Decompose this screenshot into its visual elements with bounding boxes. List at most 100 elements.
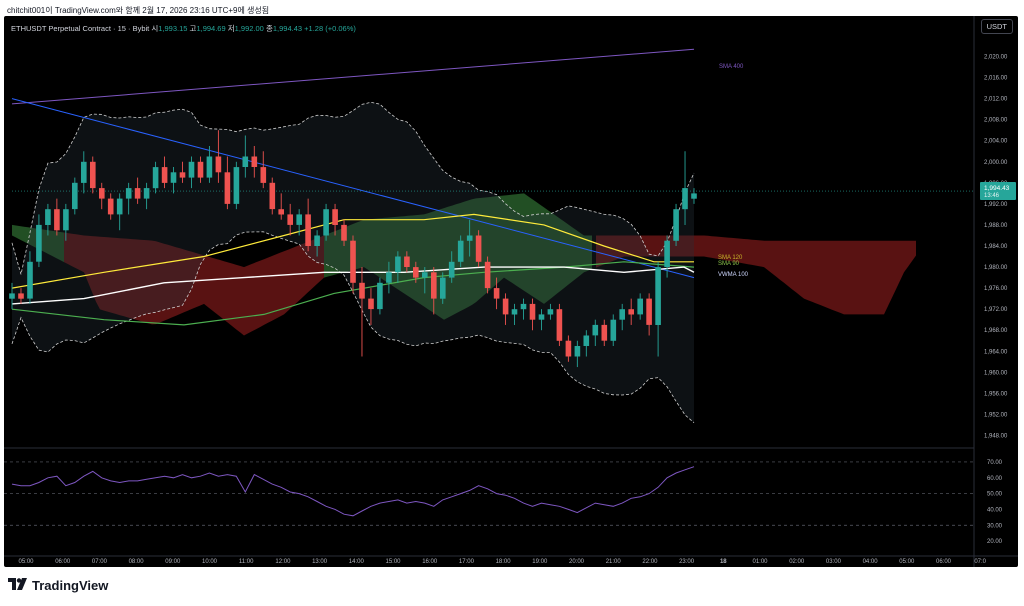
candle-body — [206, 156, 213, 178]
candle-body — [341, 224, 347, 241]
candle-body — [305, 214, 311, 246]
price-tick-label: 1,980.00 — [984, 265, 1008, 271]
vwma100-label: VWMA 100 — [718, 272, 749, 278]
price-tick-label: 1,960.00 — [984, 370, 1008, 376]
candle-body — [628, 309, 634, 315]
candle-body — [404, 256, 410, 267]
time-tick-label: 04:00 — [863, 559, 879, 565]
candle-body — [9, 293, 15, 299]
time-tick-label: 22:00 — [642, 559, 658, 565]
candle-body — [493, 288, 500, 299]
candle-body — [619, 309, 625, 320]
symbol-title[interactable]: ETHUSDT Perpetual Contract · 15 · Bybit — [11, 24, 150, 33]
sma400-label: SMA 400 — [719, 64, 744, 70]
time-tick-label: 07:00 — [92, 559, 108, 565]
candle-body — [466, 235, 473, 241]
candle-body — [296, 214, 302, 225]
chart-canvas[interactable]: 2,020.00 2,016.00 2,012.00 2,008.00 2,004.00… — [4, 16, 1018, 567]
time-tick-label: 08:00 — [129, 559, 145, 565]
chart-frame[interactable]: 2,020.00 2,016.00 2,012.00 2,008.00 2,004.00… — [4, 16, 1018, 567]
candle-body — [54, 209, 60, 231]
bollinger-upper — [11, 101, 695, 275]
price-tick-label: 1,964.00 — [984, 349, 1008, 355]
candle-body — [556, 309, 563, 341]
candle-body — [655, 267, 661, 325]
candle-body — [413, 267, 419, 278]
price-tick-label: 2,016.00 — [984, 76, 1008, 82]
candle-body — [143, 188, 150, 199]
candle-body — [287, 214, 293, 225]
time-tick-label: 20:00 — [569, 559, 585, 565]
candle-body — [45, 209, 51, 225]
candle-body — [565, 340, 572, 357]
ichimoku-cloud-red-right — [596, 235, 916, 315]
close-value: 1,994.43 — [272, 24, 303, 33]
candle-body — [233, 167, 240, 204]
candle-body — [27, 261, 33, 299]
price-tick-label: 1,956.00 — [984, 391, 1008, 397]
currency-button[interactable]: USDT — [980, 19, 1013, 34]
candle-body — [637, 298, 643, 315]
current-price-value: 1,994.43 — [984, 185, 1010, 192]
candle-body — [36, 224, 42, 262]
candle-body — [422, 272, 428, 278]
time-tick-label: 05:00 — [899, 559, 915, 565]
time-tick-label: 16:00 — [422, 559, 438, 565]
ichimoku-cloud-red-left — [64, 232, 324, 336]
sma120-line — [11, 213, 694, 289]
time-tick-label: 05:00 — [18, 559, 34, 565]
candle-body — [691, 193, 697, 199]
candle-body — [386, 272, 392, 283]
tradingview-logo-icon — [8, 577, 28, 593]
candle-body — [520, 303, 527, 310]
high-value: 1,994.69 — [196, 24, 226, 33]
time-tick-label: 15:00 — [385, 559, 401, 565]
candle-body — [63, 209, 69, 231]
candle-body — [215, 156, 222, 173]
candle-body — [18, 293, 24, 299]
rsi-tick-label: 70.00 — [987, 460, 1003, 466]
candle-body — [664, 240, 670, 267]
time-tick-label: 12:00 — [275, 559, 291, 565]
vwma100-line — [11, 266, 695, 305]
candle-body — [673, 209, 679, 241]
candle-body — [646, 298, 652, 325]
price-tick-label: 1,952.00 — [984, 412, 1008, 418]
candle-body — [448, 261, 455, 278]
candle-body — [134, 188, 141, 199]
time-tick-label: 11:00 — [239, 559, 254, 565]
candle-body — [251, 156, 258, 167]
candle-body — [188, 161, 195, 178]
candle-body — [72, 182, 78, 210]
time-tick-label: 03:00 — [826, 559, 842, 565]
candle-body — [440, 277, 446, 299]
symbol-legend[interactable]: ETHUSDT Perpetual Contract · 15 · Bybit … — [11, 23, 356, 34]
time-tick-label: 23:00 — [679, 559, 695, 565]
candle-body — [484, 261, 491, 289]
open-value: 1,993.15 — [158, 24, 188, 33]
sma120-label: SMA 120 — [718, 255, 743, 261]
sma400-line — [11, 48, 695, 105]
open-label: 시 — [151, 24, 159, 33]
candle-body — [170, 172, 177, 183]
tradingview-logo[interactable]: TradingView — [8, 577, 108, 593]
brand-name: TradingView — [32, 577, 109, 593]
candle-body — [583, 335, 590, 346]
candle-body — [538, 314, 545, 320]
candle-body — [278, 209, 284, 215]
sma90-label: SMA 90 — [718, 261, 740, 267]
time-tick-label: 02:00 — [789, 559, 805, 565]
rsi-tick-label: 40.00 — [987, 507, 1003, 513]
candle-body — [242, 156, 249, 167]
time-tick-label: 06:00 — [55, 559, 71, 565]
candle-body — [197, 161, 204, 178]
time-tick-label: 06:00 — [936, 559, 952, 565]
time-tick-label: 17:00 — [459, 559, 475, 565]
time-tick-label: 18 — [720, 559, 727, 565]
candle-body — [116, 198, 123, 215]
rsi-tick-label: 60.00 — [987, 476, 1003, 482]
high-label: 고 — [189, 24, 197, 33]
price-tick-label: 2,008.00 — [984, 118, 1008, 124]
candle-body — [457, 240, 464, 262]
candle-body — [161, 167, 168, 183]
